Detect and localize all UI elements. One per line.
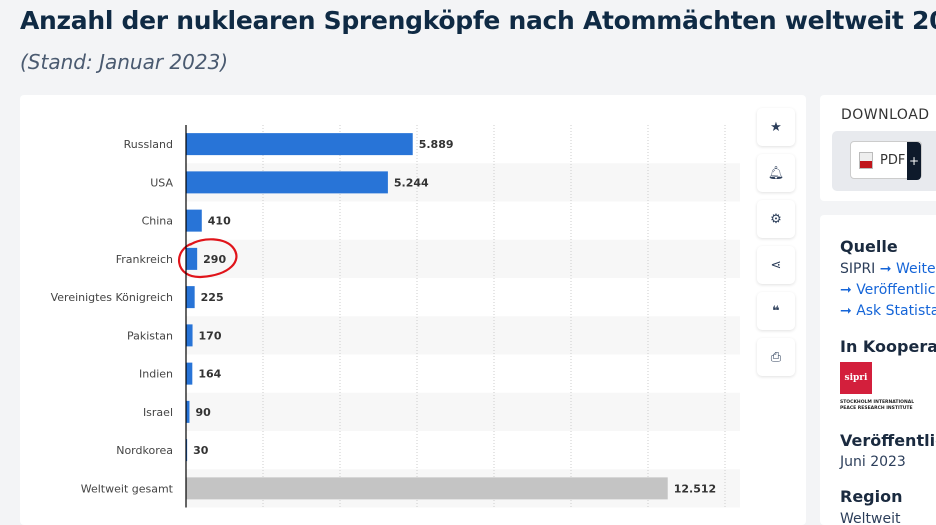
sipri-logo-caption: STOCKHOLM INTERNATIONAL PEACE RESEARCH I… xyxy=(840,400,915,411)
bell-icon: 🔔︎ xyxy=(767,165,785,181)
source-heading: Quelle xyxy=(840,237,898,256)
arrow-icon: ➞ xyxy=(840,303,857,319)
bar xyxy=(186,324,193,347)
chart-card: Russland 5.889 USA 5.244 China 410 Frankreich 2… xyxy=(20,95,806,525)
bar xyxy=(186,477,668,500)
bar xyxy=(186,247,198,270)
download-panel: DOWNLOAD PDF + xyxy=(820,95,936,201)
value-label: 170 xyxy=(199,329,222,342)
published-heading: Veröffentlicht xyxy=(840,431,936,450)
star-icon: ★ xyxy=(770,119,782,135)
row-band xyxy=(186,316,740,355)
notification-button[interactable]: 🔔︎ xyxy=(757,154,795,192)
gear-icon: ⚙ xyxy=(770,211,782,227)
source-name: SIPRI xyxy=(840,261,876,277)
favorite-button[interactable]: ★ xyxy=(757,108,795,146)
bar xyxy=(186,209,202,232)
value-label: 90 xyxy=(195,406,211,419)
pdf-file-icon xyxy=(859,151,873,169)
category-label: USA xyxy=(150,176,173,189)
category-label: Russland xyxy=(124,138,173,151)
value-label: 30 xyxy=(193,444,209,457)
bar xyxy=(186,400,190,423)
share-button[interactable]: ⋖ xyxy=(757,246,795,284)
row-band xyxy=(186,392,740,431)
cooperation-heading: In Kooperation mit xyxy=(840,337,936,356)
value-label: 5.244 xyxy=(394,176,429,189)
category-label: Nordkorea xyxy=(116,444,173,457)
bar xyxy=(186,133,413,156)
value-label: 5.889 xyxy=(419,138,454,151)
sipri-logo: sipri xyxy=(840,362,872,394)
value-label: 225 xyxy=(201,291,224,304)
highlight-circle xyxy=(177,238,238,278)
bar-chart: Russland 5.889 USA 5.244 China 410 Frankreich 2… xyxy=(51,125,740,508)
category-label: Pakistan xyxy=(127,329,173,342)
pdf-label: PDF xyxy=(880,152,906,168)
published-value: Juni 2023 xyxy=(840,454,906,470)
category-label: China xyxy=(142,215,173,228)
cite-button[interactable]: ❝ xyxy=(757,292,795,330)
bar xyxy=(186,286,195,309)
value-label: 164 xyxy=(198,368,221,381)
bar xyxy=(186,171,388,194)
category-label: Vereinigtes Königreich xyxy=(51,291,173,304)
info-sidebar: Quelle SIPRI ➞ Weitere Informationen ➞ V… xyxy=(820,215,936,525)
category-label: Frankreich xyxy=(116,253,173,266)
value-label: 12.512 xyxy=(674,482,716,495)
download-heading: DOWNLOAD xyxy=(841,107,930,123)
ask-statista-link[interactable]: Ask Statista xyxy=(856,303,936,319)
category-label: Weltweit gesamt xyxy=(81,482,174,495)
category-label: Indien xyxy=(139,368,173,381)
arrow-icon: ➞ xyxy=(840,282,857,298)
category-label: Israel xyxy=(143,406,173,419)
value-label: 290 xyxy=(203,253,226,266)
share-icon: ⋖ xyxy=(770,257,782,273)
print-button[interactable]: ⎙ xyxy=(757,338,795,376)
plus-icon[interactable]: + xyxy=(907,142,921,180)
region-value: Weltweit xyxy=(840,511,901,525)
row-band xyxy=(186,239,740,278)
bar xyxy=(186,362,193,385)
region-heading: Region xyxy=(840,487,903,506)
page-subtitle: (Stand: Januar 2023) xyxy=(20,50,229,74)
settings-button[interactable]: ⚙ xyxy=(757,200,795,238)
quote-icon: ❝ xyxy=(772,303,780,319)
print-icon: ⎙ xyxy=(770,349,782,365)
page-title: Anzahl der nuklearen Sprengköpfe nach At… xyxy=(20,6,936,35)
more-info-link[interactable]: Weitere Informationen xyxy=(895,261,936,277)
publication-link[interactable]: Veröffentlichung xyxy=(856,282,936,298)
value-label: 410 xyxy=(208,215,231,228)
pdf-download-button[interactable]: PDF + xyxy=(850,141,922,180)
